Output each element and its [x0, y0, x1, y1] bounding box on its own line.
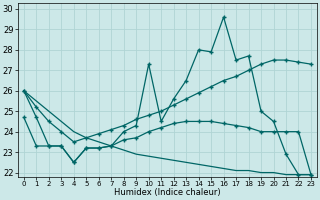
X-axis label: Humidex (Indice chaleur): Humidex (Indice chaleur): [114, 188, 221, 197]
